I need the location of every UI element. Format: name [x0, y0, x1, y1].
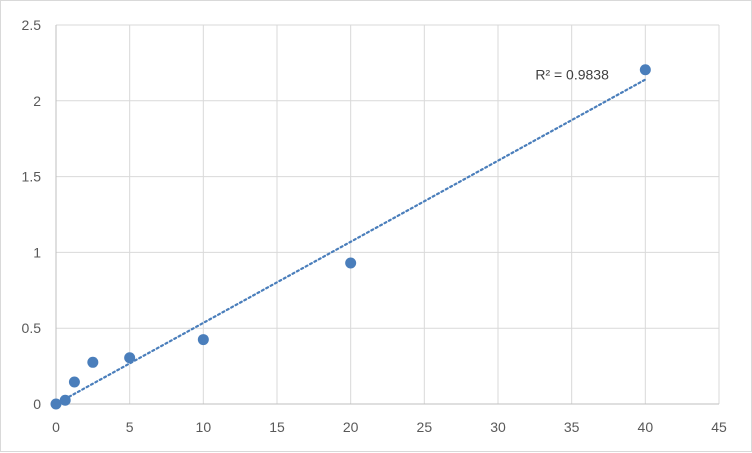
x-tick-label: 40	[638, 419, 654, 435]
data-point	[197, 334, 209, 346]
y-tick-label: 1	[33, 244, 41, 260]
x-tick-label: 45	[711, 419, 727, 435]
gridlines	[56, 24, 720, 404]
x-axis-ticks: 0 5 10 15 20 25 30 35 40 45	[52, 419, 727, 435]
trendline-group	[54, 78, 647, 406]
axes	[55, 25, 719, 405]
x-tick-label: 25	[417, 419, 433, 435]
x-tick-label: 15	[269, 419, 285, 435]
data-point	[87, 356, 99, 368]
y-tick-label: 0.5	[22, 320, 42, 336]
x-tick-label: 5	[126, 419, 134, 435]
y-tick-label: 2	[33, 93, 41, 109]
x-tick-label: 10	[196, 419, 212, 435]
data-point	[345, 257, 357, 269]
data-point	[59, 394, 71, 406]
data-points	[50, 64, 651, 410]
data-point	[68, 376, 80, 388]
y-tick-label: 2.5	[22, 17, 42, 33]
data-point	[124, 352, 136, 364]
x-tick-label: 20	[343, 419, 359, 435]
x-tick-label: 35	[564, 419, 580, 435]
x-tick-label: 0	[52, 419, 60, 435]
trendline	[54, 78, 647, 406]
y-axis-ticks: 0 0.5 1 1.5 2 2.5	[22, 17, 42, 412]
x-tick-label: 30	[490, 419, 506, 435]
r-squared-label: R² = 0.9838	[535, 67, 609, 83]
data-point	[639, 64, 651, 76]
y-tick-label: 0	[33, 396, 41, 412]
y-tick-label: 1.5	[22, 169, 42, 185]
data-point	[50, 398, 62, 410]
